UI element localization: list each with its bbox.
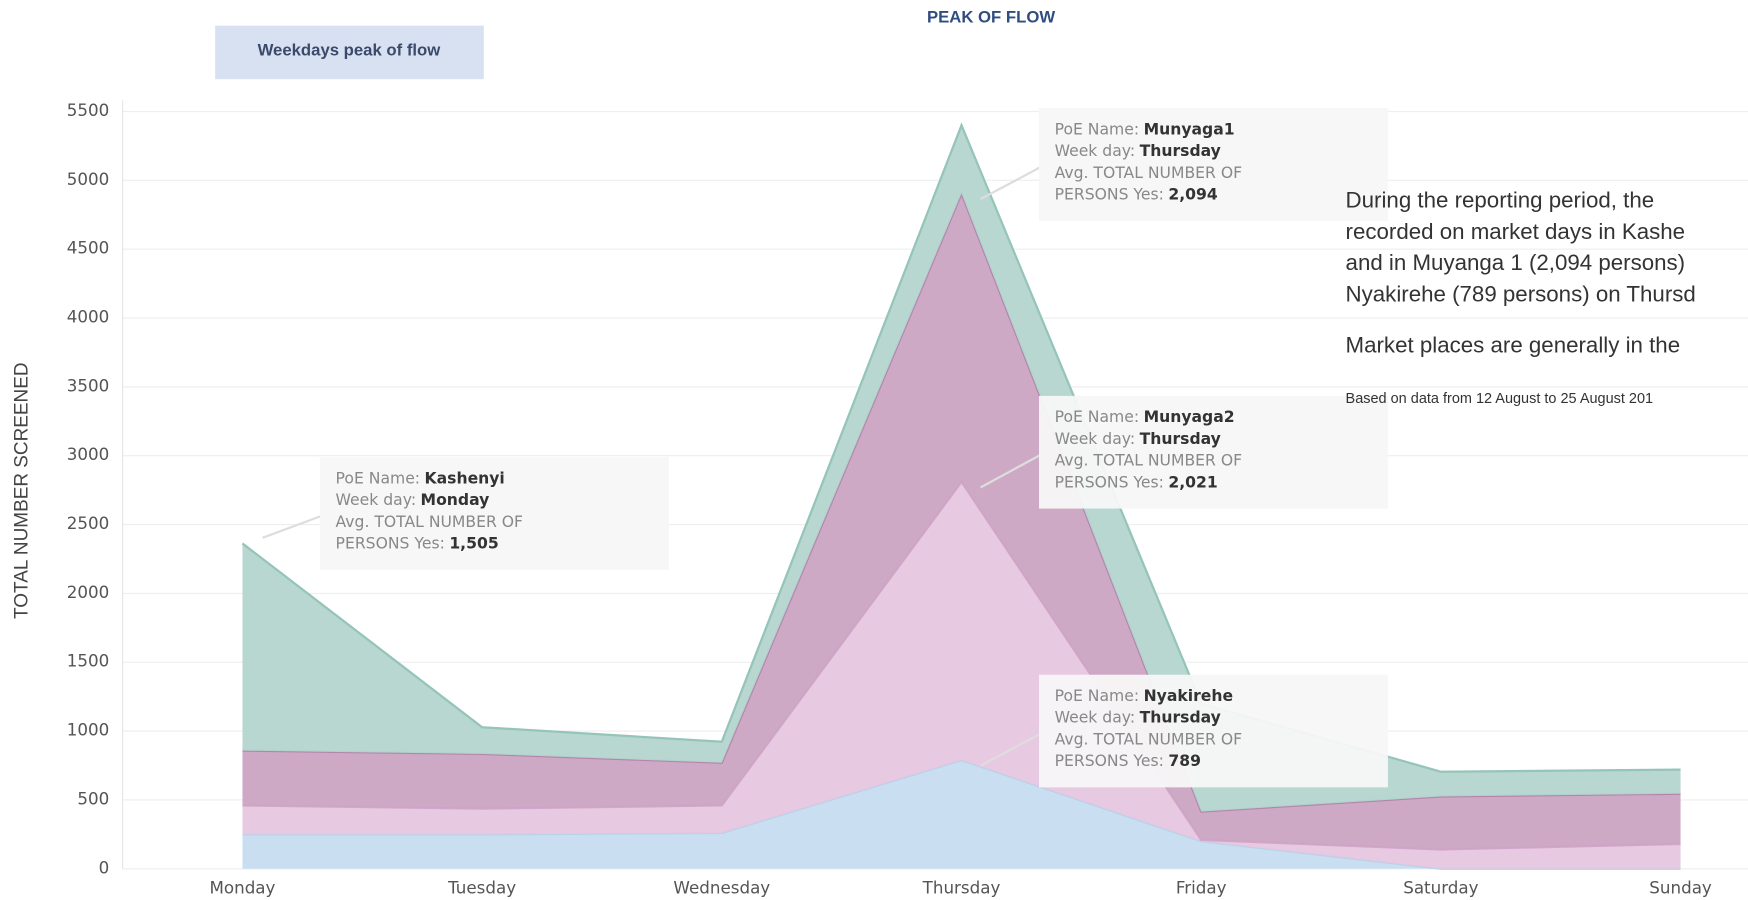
- tooltip-field: PoE Name:: [1055, 686, 1140, 704]
- tooltip-field: Week day:: [336, 491, 417, 509]
- tooltip-value: Munyaga2: [1144, 408, 1235, 426]
- tooltip-box: [1038, 674, 1388, 788]
- tooltip: PoE Name: Munyaga1 Week day: Thursday Avg. T…: [979, 108, 1388, 221]
- tooltip-line: Avg. TOTAL NUMBER OF: [336, 512, 524, 530]
- tooltip-value: Thursday: [1140, 708, 1221, 726]
- filter-button-bg[interactable]: [215, 25, 484, 80]
- tooltip-line: Week day: Monday: [336, 491, 490, 509]
- tooltip-line: PoE Name: Kashenyi: [336, 469, 505, 487]
- chart-title: PEAK OF FLOW: [927, 7, 1055, 26]
- y-tick-label: 2000: [67, 582, 110, 602]
- tooltip-field: PoE Name:: [336, 469, 421, 487]
- tooltip-field: PoE Name:: [1055, 408, 1140, 426]
- tooltip-line: PERSONS Yes: 2,021: [1055, 473, 1218, 491]
- tooltip-line: Avg. TOTAL NUMBER OF: [1055, 451, 1243, 469]
- side-paragraph: During the reporting period, the: [1346, 188, 1655, 213]
- y-tick-label: 2500: [67, 513, 110, 533]
- y-tick-label: 1500: [67, 651, 110, 671]
- area: [242, 125, 1681, 812]
- plot: 0 500 1000 1500 2000 2500 3000 3500 4000 4500 5000…: [67, 100, 1748, 897]
- tooltip-line: PERSONS Yes: 2,094: [1055, 185, 1218, 203]
- filter-button[interactable]: Weekdays peak of flow: [258, 41, 442, 60]
- tooltip-line: Week day: Thursday: [1055, 429, 1221, 447]
- tooltip-leader: [979, 452, 1043, 489]
- tooltip-field: Week day:: [1055, 429, 1136, 447]
- y-tick-label: 4000: [67, 307, 110, 327]
- y-tick-label: 4500: [67, 238, 110, 258]
- tooltip: PoE Name: Munyaga2 Week day: Thursday Avg. T…: [979, 395, 1388, 509]
- x-tick-label: Sunday: [1649, 877, 1712, 897]
- side-paragraph: and in Muyanga 1 (2,094 persons): [1346, 250, 1686, 275]
- x-tick-label: Thursday: [922, 877, 1001, 897]
- tooltip-line: PoE Name: Munyaga1: [1055, 120, 1235, 138]
- tooltip-line: Week day: Thursday: [1055, 708, 1221, 726]
- tooltip-field: Avg. TOTAL NUMBER OF: [1055, 730, 1243, 748]
- tooltip-line: PERSONS Yes: 1,505: [336, 534, 499, 552]
- y-axis-label: TOTAL NUMBER SCREENED: [11, 362, 32, 618]
- tooltip-value: Thursday: [1140, 429, 1221, 447]
- tooltip-field: Avg. TOTAL NUMBER OF: [1055, 163, 1243, 181]
- side-text: During the reporting period, the recorded…: [1346, 188, 1696, 407]
- y-tick-label: 3000: [67, 444, 110, 464]
- y-tick-label: 500: [77, 788, 109, 808]
- tooltip-field: PERSONS Yes:: [1055, 185, 1164, 203]
- side-paragraph: recorded on market days in Kashe: [1346, 219, 1686, 244]
- tooltip-line: Avg. TOTAL NUMBER OF: [1055, 730, 1243, 748]
- area: [242, 193, 1681, 850]
- tooltip-box: [319, 457, 669, 570]
- source-note: Based on data from 12 August to 25 Augus…: [1346, 391, 1654, 407]
- tooltip-field: Avg. TOTAL NUMBER OF: [1055, 451, 1243, 469]
- tooltip-line: PERSONS Yes: 789: [1055, 752, 1201, 770]
- tooltip-line: Avg. TOTAL NUMBER OF: [1055, 163, 1243, 181]
- side-paragraph: Market places are generally in the: [1346, 333, 1681, 358]
- tooltip-leader: [979, 165, 1043, 201]
- tooltip-field: Avg. TOTAL NUMBER OF: [336, 512, 524, 530]
- x-tick-label: Friday: [1176, 877, 1227, 897]
- tooltip-line: PoE Name: Nyakirehe: [1055, 686, 1233, 704]
- area-edge: [241, 122, 1681, 773]
- x-tick-label: Monday: [209, 877, 275, 897]
- tooltip-field: PERSONS Yes:: [1055, 752, 1164, 770]
- tooltip-box: [1038, 108, 1388, 221]
- tooltip: PoE Name: Kashenyi Week day: Monday Avg. TOT…: [262, 457, 669, 570]
- tooltip-leader: [262, 514, 324, 539]
- y-tick-label: 0: [99, 857, 110, 877]
- x-tick-label: Tuesday: [447, 877, 516, 897]
- tooltip-value: 1,505: [449, 534, 498, 552]
- tooltip-value: Munyaga1: [1144, 120, 1235, 138]
- x-tick-label: Saturday: [1403, 877, 1478, 897]
- y-tick-label: 5000: [67, 169, 110, 189]
- tooltip: PoE Name: Nyakirehe Week day: Thursday Avg. …: [979, 674, 1388, 788]
- side-paragraph: Nyakirehe (789 persons) on Thursd: [1346, 281, 1696, 306]
- y-tick-label: 5500: [67, 100, 110, 120]
- tooltip-value: 2,021: [1168, 473, 1217, 491]
- tooltip-value: Monday: [421, 491, 490, 509]
- y-tick-label: 3500: [67, 375, 110, 395]
- tooltip-line: PoE Name: Munyaga2: [1055, 408, 1235, 426]
- tooltip-value: 2,094: [1168, 185, 1218, 203]
- tooltip-field: Week day:: [1055, 142, 1136, 160]
- tooltip-value: Nyakirehe: [1144, 686, 1233, 704]
- tooltip-leader: [979, 731, 1043, 767]
- x-tick-label: Wednesday: [673, 877, 770, 897]
- tooltip-field: PERSONS Yes:: [336, 534, 445, 552]
- tooltip-line: Week day: Thursday: [1055, 142, 1221, 160]
- tooltip-value: Kashenyi: [425, 469, 505, 487]
- tooltip-field: PERSONS Yes:: [1055, 473, 1164, 491]
- area: [242, 481, 1681, 869]
- tooltip-value: 789: [1168, 752, 1201, 770]
- y-tick-label: 1000: [67, 720, 110, 740]
- area: [242, 760, 1681, 869]
- tooltip-field: PoE Name:: [1055, 120, 1140, 138]
- tooltip-box: [1038, 395, 1388, 509]
- tooltip-value: Thursday: [1140, 142, 1221, 160]
- tooltip-field: Week day:: [1055, 708, 1136, 726]
